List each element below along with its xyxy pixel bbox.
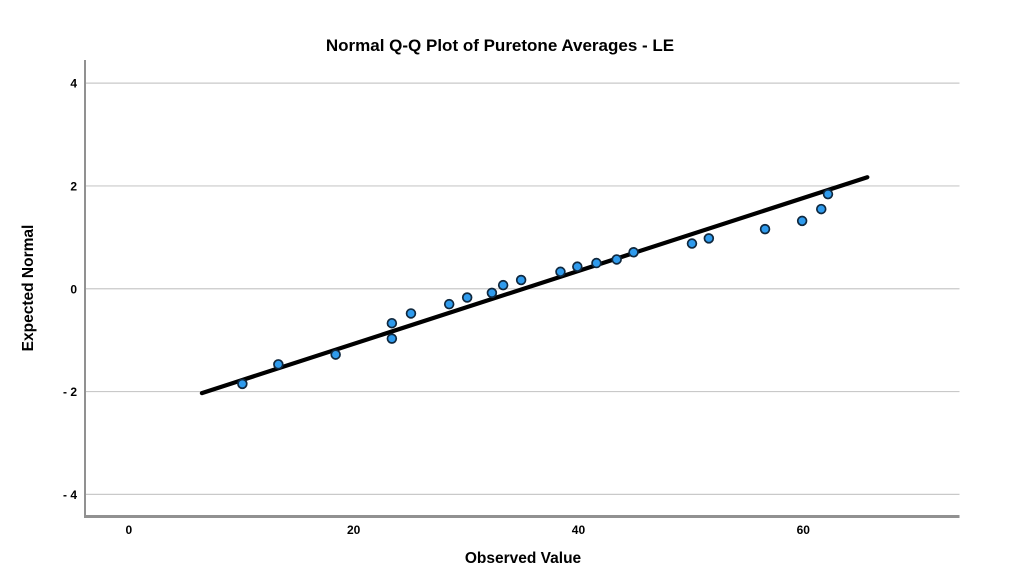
reference-line-layer [199,175,870,396]
y-tick-label-0: 0 [70,282,77,296]
normal-reference-line [199,175,870,396]
data-point [405,308,417,319]
data-point [237,378,248,390]
data-point [686,238,698,249]
data-point [759,223,771,235]
data-points-layer [237,188,834,390]
data-point [515,274,527,286]
x-tick-label-0: 0 [125,523,132,537]
data-point [497,279,509,291]
y-axis-title: Expected Normal [20,225,37,352]
y-tick-label--4: - 4 [63,488,77,502]
data-point [386,317,398,329]
data-point [822,188,834,200]
data-point [443,298,455,310]
data-point [273,359,284,370]
data-point [815,203,827,215]
data-point [611,254,622,265]
x-tick-label-40: 40 [572,523,586,537]
data-point [555,266,566,278]
data-point [386,333,398,344]
x-axis-title: Observed Value [465,550,582,567]
y-tick-label-4: 4 [70,77,77,91]
data-point [486,287,498,299]
x-tick-label-20: 20 [347,523,361,537]
y-tick-label-2: 2 [70,179,77,193]
chart-title: Normal Q-Q Plot of Puretone Averages - L… [326,36,674,55]
data-point [703,233,715,244]
data-point [461,292,473,303]
y-tick-label--2: - 2 [63,385,77,399]
x-tick-label-60: 60 [797,523,811,537]
axis-spines-layer [84,60,960,518]
data-point [628,247,639,258]
data-point [572,261,583,272]
data-point [796,215,808,227]
data-point [591,257,602,269]
data-point [330,349,341,360]
